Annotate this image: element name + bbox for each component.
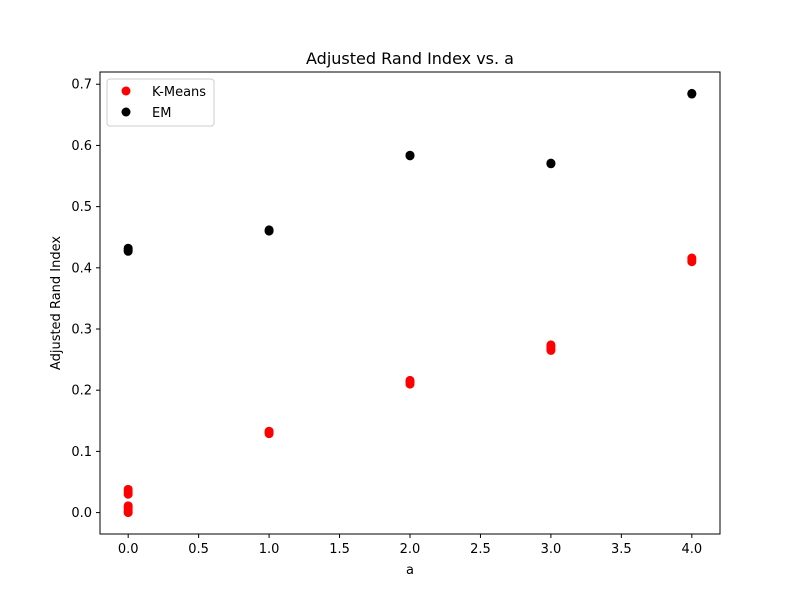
legend-marker-em	[121, 107, 131, 117]
y-tick-label: 0.7	[71, 78, 92, 93]
y-tick-label: 0.6	[71, 139, 92, 154]
y-axis: 0.0 0.1 0.2 0.3 0.4 0.5 0.6 0.7	[71, 78, 100, 521]
data-point-em	[264, 225, 274, 235]
x-tick-label: 3.5	[611, 542, 632, 557]
data-point-em	[123, 243, 133, 253]
data-point-kmeans	[264, 426, 274, 436]
data-point-em	[405, 150, 415, 160]
x-tick-label: 2.5	[470, 542, 491, 557]
x-axis-label: a	[406, 563, 414, 578]
y-axis-label: Adjusted Rand Index	[49, 236, 64, 370]
legend-label-kmeans: K-Means	[152, 85, 206, 100]
data-point-kmeans	[123, 501, 133, 511]
x-axis: 0.0 0.5 1.0 1.5 2.0 2.5 3.0 3.5 4.0	[118, 534, 702, 557]
chart-title: Adjusted Rand Index vs. a	[306, 49, 514, 68]
x-tick-label: 1.5	[329, 542, 350, 557]
y-tick-label: 0.4	[71, 261, 92, 276]
data-point-em	[546, 158, 556, 168]
data-point-kmeans	[123, 484, 133, 494]
data-point-kmeans	[687, 253, 697, 263]
x-tick-label: 0.5	[188, 542, 209, 557]
legend: K-Means EM	[106, 78, 215, 127]
legend-box	[106, 78, 215, 127]
data-points	[123, 88, 697, 518]
y-tick-label: 0.3	[71, 323, 92, 338]
x-tick-label: 4.0	[681, 542, 702, 557]
data-point-em	[687, 88, 697, 98]
data-point-kmeans	[546, 340, 556, 350]
y-tick-label: 0.5	[71, 200, 92, 215]
legend-marker-kmeans	[121, 86, 131, 96]
data-point-kmeans	[405, 375, 415, 385]
x-tick-label: 2.0	[400, 542, 421, 557]
y-tick-label: 0.0	[71, 506, 92, 521]
legend-label-em: EM	[152, 106, 171, 121]
y-tick-label: 0.2	[71, 384, 92, 399]
y-tick-label: 0.1	[71, 445, 92, 460]
x-tick-label: 1.0	[259, 542, 280, 557]
x-tick-label: 3.0	[541, 542, 562, 557]
x-tick-label: 0.0	[118, 542, 139, 557]
